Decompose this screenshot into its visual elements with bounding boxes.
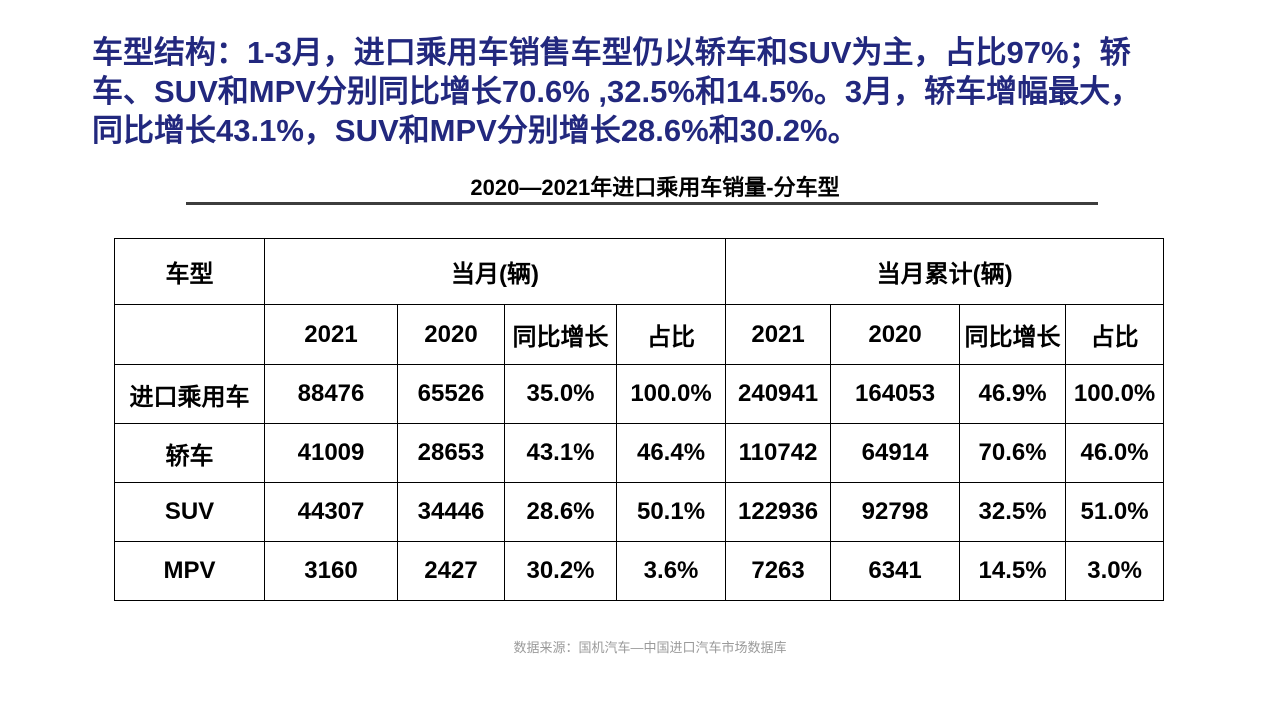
cell-2020-month: 34446 [397, 482, 505, 542]
header-empty-cell [114, 304, 265, 365]
header-2020-month: 2020 [397, 304, 505, 365]
row-label: 轿车 [114, 423, 265, 483]
cell-share-cumulative: 51.0% [1065, 482, 1165, 542]
cell-2020-month: 28653 [397, 423, 505, 483]
table-group-header-row: 车型 当月(辆) 当月累计(辆) [114, 238, 1165, 305]
header-share-cumulative: 占比 [1065, 304, 1165, 365]
header-2020-cumulative: 2020 [830, 304, 961, 365]
cell-2020-cumulative: 164053 [830, 364, 961, 424]
sales-table: 车型 当月(辆) 当月累计(辆) 2021 2020 同比增长 占比 2021 … [114, 238, 1165, 601]
header-2021-month: 2021 [264, 304, 398, 365]
cell-share-month: 46.4% [615, 423, 727, 483]
header-2021-cumulative: 2021 [725, 304, 832, 365]
cell-2021-month: 3160 [264, 541, 398, 601]
row-label: MPV [114, 541, 265, 601]
slide-title: 车型结构：1-3月，进口乘用车销售车型仍以轿车和SUV为主，占比97%；轿 车、… [92, 33, 1222, 150]
cell-yoy-month: 30.2% [504, 541, 617, 601]
header-vehicle-type: 车型 [114, 238, 265, 305]
cell-yoy-cumulative: 70.6% [959, 423, 1067, 483]
row-label: 进口乘用车 [114, 364, 265, 424]
cell-share-cumulative: 100.0% [1065, 364, 1165, 424]
cell-2021-cumulative: 110742 [725, 423, 832, 483]
cell-2020-month: 2427 [397, 541, 505, 601]
header-share-month: 占比 [615, 304, 727, 365]
table-sub-header-row: 2021 2020 同比增长 占比 2021 2020 同比增长 占比 [114, 304, 1165, 365]
cell-2020-cumulative: 6341 [830, 541, 961, 601]
row-label: SUV [114, 482, 265, 542]
header-yoy-cumulative: 同比增长 [959, 304, 1067, 365]
table-row-suv: SUV 44307 34446 28.6% 50.1% 122936 92798… [114, 482, 1165, 542]
data-source-note: 数据来源：国机汽车—中国进口汽车市场数据库 [513, 640, 787, 655]
table-caption: 2020—2021年进口乘用车销量-分车型 [470, 175, 840, 200]
cell-share-month: 100.0% [615, 364, 727, 424]
cell-share-cumulative: 3.0% [1065, 541, 1165, 601]
cell-2021-cumulative: 122936 [725, 482, 832, 542]
table-row-imported-passenger-cars: 进口乘用车 88476 65526 35.0% 100.0% 240941 16… [114, 364, 1165, 424]
table-row-mpv: MPV 3160 2427 30.2% 3.6% 7263 6341 14.5%… [114, 541, 1165, 601]
cell-share-month: 50.1% [615, 482, 727, 542]
cell-2020-month: 65526 [397, 364, 505, 424]
header-cumulative: 当月累计(辆) [725, 238, 1165, 305]
cell-2021-cumulative: 7263 [725, 541, 832, 601]
cell-share-month: 3.6% [615, 541, 727, 601]
cell-yoy-month: 28.6% [504, 482, 617, 542]
cell-yoy-cumulative: 14.5% [959, 541, 1067, 601]
cell-yoy-month: 35.0% [504, 364, 617, 424]
header-yoy-month: 同比增长 [504, 304, 617, 365]
cell-2021-month: 88476 [264, 364, 398, 424]
cell-2021-month: 41009 [264, 423, 398, 483]
caption-underline [186, 202, 1098, 205]
cell-yoy-cumulative: 46.9% [959, 364, 1067, 424]
cell-share-cumulative: 46.0% [1065, 423, 1165, 483]
table-row-sedan: 轿车 41009 28653 43.1% 46.4% 110742 64914 … [114, 423, 1165, 483]
slide-title-line-2: 车、SUV和MPV分别同比增长70.6% ,32.5%和14.5%。3月，轿车增… [92, 74, 1142, 109]
cell-2021-month: 44307 [264, 482, 398, 542]
cell-2020-cumulative: 64914 [830, 423, 961, 483]
cell-2021-cumulative: 240941 [725, 364, 832, 424]
cell-yoy-month: 43.1% [504, 423, 617, 483]
header-current-month: 当月(辆) [263, 238, 727, 305]
slide-title-line-3: 同比增长43.1%，SUV和MPV分别增长28.6%和30.2%。 [92, 113, 859, 148]
slide-title-line-1: 车型结构：1-3月，进口乘用车销售车型仍以轿车和SUV为主，占比97%；轿 [92, 35, 1131, 70]
cell-yoy-cumulative: 32.5% [959, 482, 1067, 542]
cell-2020-cumulative: 92798 [830, 482, 961, 542]
